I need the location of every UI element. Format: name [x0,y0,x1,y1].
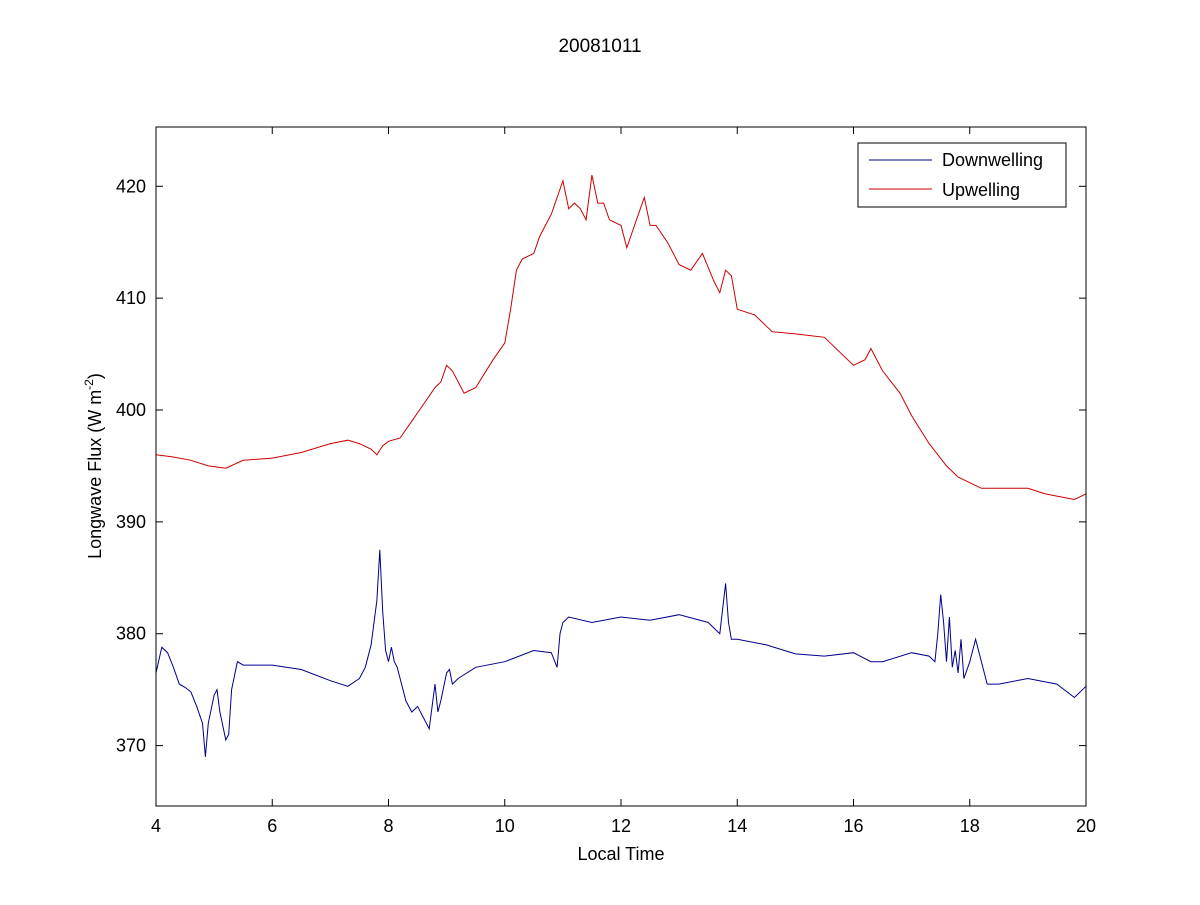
y-axis-label-superscript: -2 [82,379,96,390]
legend: Downwelling Upwelling [857,142,1067,208]
x-tick-label: 6 [267,816,277,836]
legend-label-upwelling: Upwelling [942,180,1020,200]
y-axis-label-main: Longwave Flux (W m [85,390,105,559]
x-tick-label: 16 [843,816,863,836]
y-tick-label: 410 [116,288,146,308]
chart-title: 20081011 [558,36,641,57]
x-tick-label: 8 [383,816,393,836]
x-tick-label: 4 [151,816,161,836]
y-tick-label: 390 [116,512,146,532]
series-layer [155,174,1087,757]
y-tick-label: 400 [116,400,146,420]
x-tick-label: 14 [727,816,747,836]
y-tick-label: 420 [116,176,146,196]
y-axis-label-close: ) [85,373,105,379]
legend-box [857,142,1067,208]
series-line-upwelling [155,174,1087,501]
x-tick-label: 10 [495,816,515,836]
x-axis-label: Local Time [577,844,664,864]
x-tick-label: 18 [960,816,980,836]
x-tick-label: 12 [611,816,631,836]
y-tick-label: 370 [116,736,146,756]
x-tick-label: 20 [1076,816,1096,836]
y-tick-label: 380 [116,624,146,644]
y-axis-label: Longwave Flux (W m-2) [82,373,105,559]
series-line-downwelling [155,549,1087,757]
legend-label-downwelling: Downwelling [942,150,1043,170]
ticks-layer: 4 6 8 10 12 14 16 18 20 370 380 390 400 410 420 [116,127,1096,836]
